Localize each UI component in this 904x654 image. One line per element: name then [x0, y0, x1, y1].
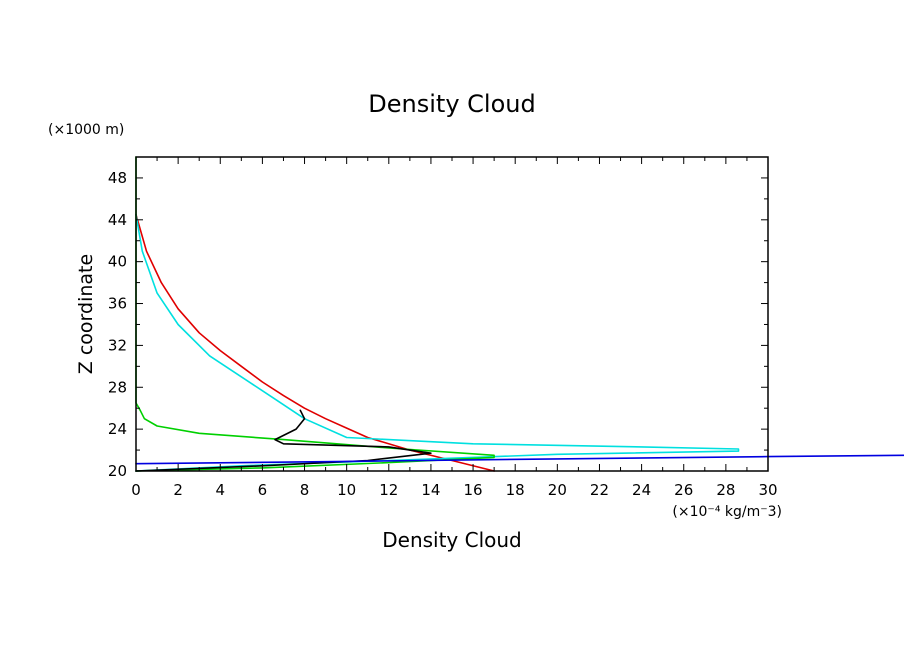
y-tick-label: 48 [108, 169, 127, 187]
y-tick-label: 20 [108, 462, 127, 480]
x-tick-label: 30 [758, 481, 777, 499]
x-tick-label: 4 [215, 481, 225, 499]
x-unit-label: (×10⁻⁴ kg/m⁻3) [672, 504, 782, 520]
x-axis-label: Density Cloud [382, 528, 522, 552]
y-axis-ticks: 20 24 28 32 36 40 44 48 [108, 169, 768, 480]
y-tick-label: 24 [108, 420, 127, 438]
x-tick-label: 8 [300, 481, 310, 499]
x-axis-ticks: 0 2 4 6 8 10 12 14 16 18 20 22 24 26 28 30 [131, 157, 778, 499]
x-tick-label: 0 [131, 481, 141, 499]
chart-title: Density Cloud [368, 90, 535, 118]
x-tick-label: 28 [716, 481, 735, 499]
y-tick-label: 40 [108, 253, 127, 271]
series-line-4 [135, 409, 432, 472]
series-layer [135, 156, 904, 472]
x-tick-label: 10 [337, 481, 356, 499]
x-tick-label: 24 [632, 481, 651, 499]
series-line-2 [135, 213, 740, 472]
x-tick-label: 14 [421, 481, 440, 499]
y-tick-label: 36 [108, 295, 127, 313]
y-tick-label: 28 [108, 378, 127, 396]
y-tick-label: 44 [108, 211, 127, 229]
plot-frame [135, 156, 769, 472]
x-tick-label: 18 [506, 481, 525, 499]
x-tick-label: 6 [258, 481, 268, 499]
series-line-1 [135, 213, 495, 472]
y-unit-label: (×1000 m) [48, 122, 124, 138]
x-tick-label: 2 [173, 481, 183, 499]
series-line-5 [135, 454, 904, 465]
x-tick-label: 20 [548, 481, 567, 499]
x-tick-label: 16 [464, 481, 483, 499]
y-tick-label: 32 [108, 336, 127, 354]
x-tick-label: 12 [379, 481, 398, 499]
y-axis-label: Z coordinate [75, 254, 97, 374]
x-tick-label: 22 [590, 481, 609, 499]
x-tick-label: 26 [674, 481, 693, 499]
